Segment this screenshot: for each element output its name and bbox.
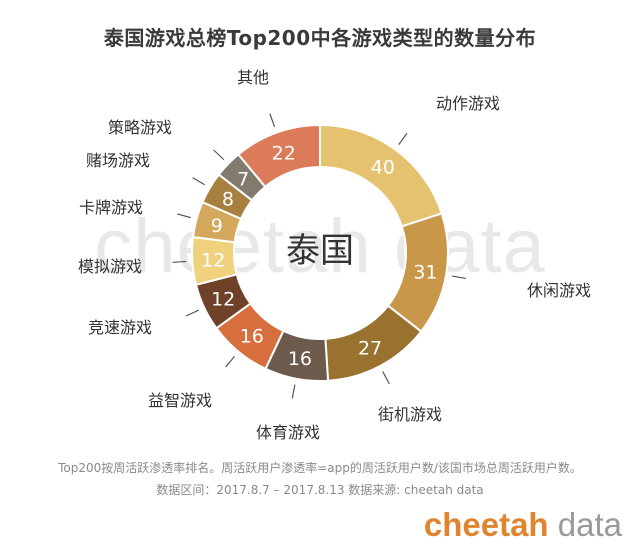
category-label: 益智游戏 [148, 391, 212, 410]
category-label: 其他 [237, 68, 269, 87]
category-label: 模拟游戏 [78, 257, 142, 276]
leader-line [269, 113, 276, 128]
center-label: 泰国 [286, 231, 354, 271]
slice-value-label: 16 [240, 325, 264, 347]
slice-value-label: 16 [288, 348, 312, 370]
slice-value-label: 31 [413, 261, 437, 283]
leader-line [213, 149, 225, 161]
slice-11 [237, 123, 321, 189]
slice-value-label: 12 [201, 250, 225, 272]
leader-line [177, 213, 191, 219]
leader-line [225, 355, 236, 368]
leader-line [451, 275, 466, 280]
slice-value-label: 9 [211, 215, 223, 237]
source-note: 数据区间：2017.8.7 – 2017.8.13 数据来源: cheetah … [156, 483, 484, 497]
category-label: 卡牌游戏 [79, 198, 143, 217]
leader-line [398, 132, 408, 145]
category-label: 休闲游戏 [527, 281, 591, 300]
leader-line [192, 177, 205, 186]
slice-value-label: 12 [211, 289, 235, 311]
cheetah-data-logo: cheetah data [423, 506, 622, 543]
leader-line [172, 260, 187, 263]
category-label: 竞速游戏 [88, 318, 152, 337]
slice-value-label: 7 [237, 169, 249, 191]
slice-value-label: 8 [222, 189, 234, 211]
leader-line [382, 371, 390, 385]
slice-value-label: 27 [358, 338, 382, 360]
watermark-text: cheetah data [94, 204, 546, 289]
leader-line [185, 309, 200, 317]
chart-title: 泰国游戏总榜Top200中各游戏类型的数量分布 [103, 26, 537, 50]
slice-value-label: 22 [272, 142, 296, 164]
slice-value-label: 40 [371, 156, 395, 178]
category-label: 赌场游戏 [86, 151, 150, 170]
footnote: Top200按周活跃渗透率排名。周活跃用户渗透率=app的周活跃用户数/该国市场… [58, 461, 582, 475]
category-label: 动作游戏 [436, 94, 500, 113]
leader-line [291, 384, 296, 399]
category-label: 策略游戏 [108, 118, 172, 137]
category-label: 街机游戏 [378, 405, 442, 424]
category-label: 体育游戏 [256, 423, 320, 442]
